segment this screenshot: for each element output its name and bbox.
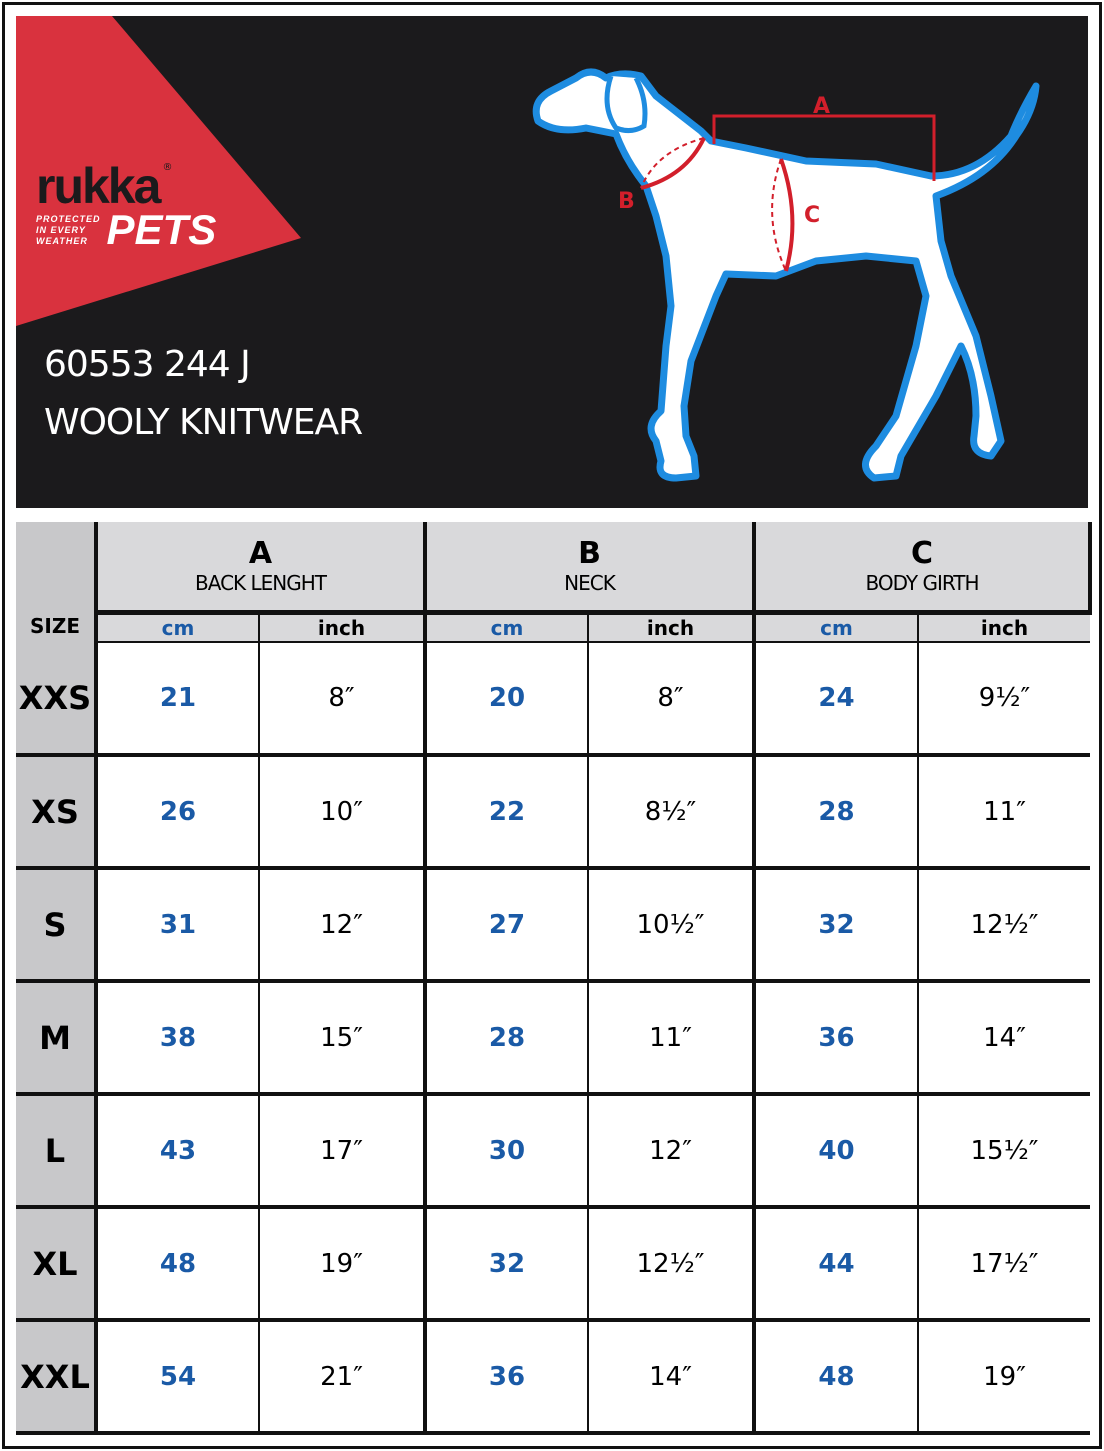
inch-value: 10½″ [587, 868, 755, 983]
table-row: XL 48 19″ 32 12½″ 44 17½″ [16, 1207, 1091, 1322]
size-header: SIZE [16, 522, 98, 642]
dog-measurement-diagram: A B C [532, 68, 1040, 482]
cm-value: 30 [423, 1094, 589, 1209]
inch-value: 12″ [257, 868, 426, 983]
table-row: L 43 17″ 30 12″ 40 15½″ [16, 1094, 1091, 1209]
tagline-line: WEATHER [36, 235, 88, 246]
group-header-b: B NECK [423, 522, 757, 615]
unit-cm: cm [423, 612, 589, 643]
group-letter: A [248, 536, 273, 572]
red-triangle [16, 16, 301, 326]
tagline: PROTECTED IN EVERY WEATHER [36, 214, 101, 247]
cm-value: 40 [752, 1094, 919, 1209]
group-name: BODY GIRTH [865, 571, 979, 596]
cm-value: 28 [423, 981, 589, 1096]
cm-value: 43 [94, 1094, 259, 1209]
dog-ear [604, 75, 648, 134]
unit-cm: cm [752, 612, 919, 643]
size-label: M [16, 981, 98, 1096]
dog-silhouette [532, 68, 1040, 482]
girth-marker [779, 158, 795, 272]
label-a: A [813, 94, 830, 119]
cm-value: 20 [423, 642, 589, 757]
cm-value: 24 [752, 642, 919, 757]
group-letter: B [578, 536, 601, 572]
cm-value: 21 [94, 642, 259, 757]
unit-cm: cm [94, 612, 259, 643]
unit-inch: inch [257, 612, 426, 643]
tagline-line: IN EVERY [36, 224, 86, 235]
cm-value: 22 [423, 755, 589, 870]
cm-value: 36 [752, 981, 919, 1096]
inch-value: 12½″ [917, 868, 1091, 983]
inch-value: 21″ [257, 1320, 426, 1435]
size-label: XXS [16, 642, 98, 757]
header-banner: rukka ® PROTECTED IN EVERY WEATHER PETS … [16, 16, 1088, 508]
inch-value: 11″ [587, 981, 755, 1096]
table-row: XXL 54 21″ 36 14″ 48 19″ [16, 1320, 1091, 1435]
label-b: B [618, 189, 635, 214]
table-row: XS 26 10″ 22 8½″ 28 11″ [16, 755, 1091, 870]
size-label: XXL [16, 1320, 98, 1435]
unit-inch: inch [587, 612, 755, 643]
inch-value: 19″ [917, 1320, 1091, 1435]
inch-value: 17″ [257, 1094, 426, 1209]
inch-value: 15″ [257, 981, 426, 1096]
size-label: S [16, 868, 98, 983]
neck-marker [640, 137, 706, 190]
product-code: 60553 244 J [44, 344, 251, 385]
group-name: BACK LENGHT [195, 571, 327, 596]
inch-value: 11″ [917, 755, 1091, 870]
logo-bottom-row: PROTECTED IN EVERY WEATHER PETS [36, 206, 217, 253]
unit-inch: inch [917, 612, 1091, 643]
size-table: SIZE A BACK LENGHT B NECK C BODY GIRTH cm i… [16, 522, 1093, 1435]
cm-value: 48 [752, 1320, 919, 1435]
rukka-pets-logo: rukka ® PROTECTED IN EVERY WEATHER PETS [36, 158, 217, 253]
logo-pets: PETS [106, 206, 217, 253]
cm-value: 38 [94, 981, 259, 1096]
cm-value: 26 [94, 755, 259, 870]
cm-value: 44 [752, 1207, 919, 1322]
label-c: C [804, 203, 820, 228]
inch-value: 15½″ [917, 1094, 1091, 1209]
logo-top-row: rukka ® [36, 158, 216, 214]
inch-value: 8½″ [587, 755, 755, 870]
group-header-c: C BODY GIRTH [752, 522, 1093, 615]
table-row: S 31 12″ 27 10½″ 32 12½″ [16, 868, 1091, 983]
inch-value: 17½″ [917, 1207, 1091, 1322]
cm-value: 54 [94, 1320, 259, 1435]
cm-value: 28 [752, 755, 919, 870]
cm-value: 31 [94, 868, 259, 983]
inch-value: 19″ [257, 1207, 426, 1322]
registered-mark: ® [162, 162, 173, 173]
group-letter: C [911, 536, 934, 572]
table-row: M 38 15″ 28 11″ 36 14″ [16, 981, 1091, 1096]
product-name: WOOLY KNITWEAR [44, 402, 363, 443]
group-header-a: A BACK LENGHT [93, 522, 428, 615]
back-length-marker [712, 114, 936, 181]
size-label: XL [16, 1207, 98, 1322]
inch-value: 10″ [257, 755, 426, 870]
size-label: L [16, 1094, 98, 1209]
product-info: 60553 244 J WOOLY KNITWEAR [44, 336, 363, 452]
inch-value: 9½″ [917, 642, 1091, 757]
table-row: XXS 21 8″ 20 8″ 24 9½″ [16, 642, 1091, 757]
tagline-line: PROTECTED [36, 213, 101, 224]
inch-value: 14″ [587, 1320, 755, 1435]
cm-value: 48 [94, 1207, 259, 1322]
inch-value: 12½″ [587, 1207, 755, 1322]
cm-value: 32 [752, 868, 919, 983]
logo-text: rukka [36, 158, 161, 214]
cm-value: 27 [423, 868, 589, 983]
inch-value: 8″ [587, 642, 755, 757]
cm-value: 36 [423, 1320, 589, 1435]
inch-value: 12″ [587, 1094, 755, 1209]
cm-value: 32 [423, 1207, 589, 1322]
group-name: NECK [564, 571, 616, 596]
size-label: XS [16, 755, 98, 870]
inch-value: 14″ [917, 981, 1091, 1096]
inch-value: 8″ [257, 642, 426, 757]
